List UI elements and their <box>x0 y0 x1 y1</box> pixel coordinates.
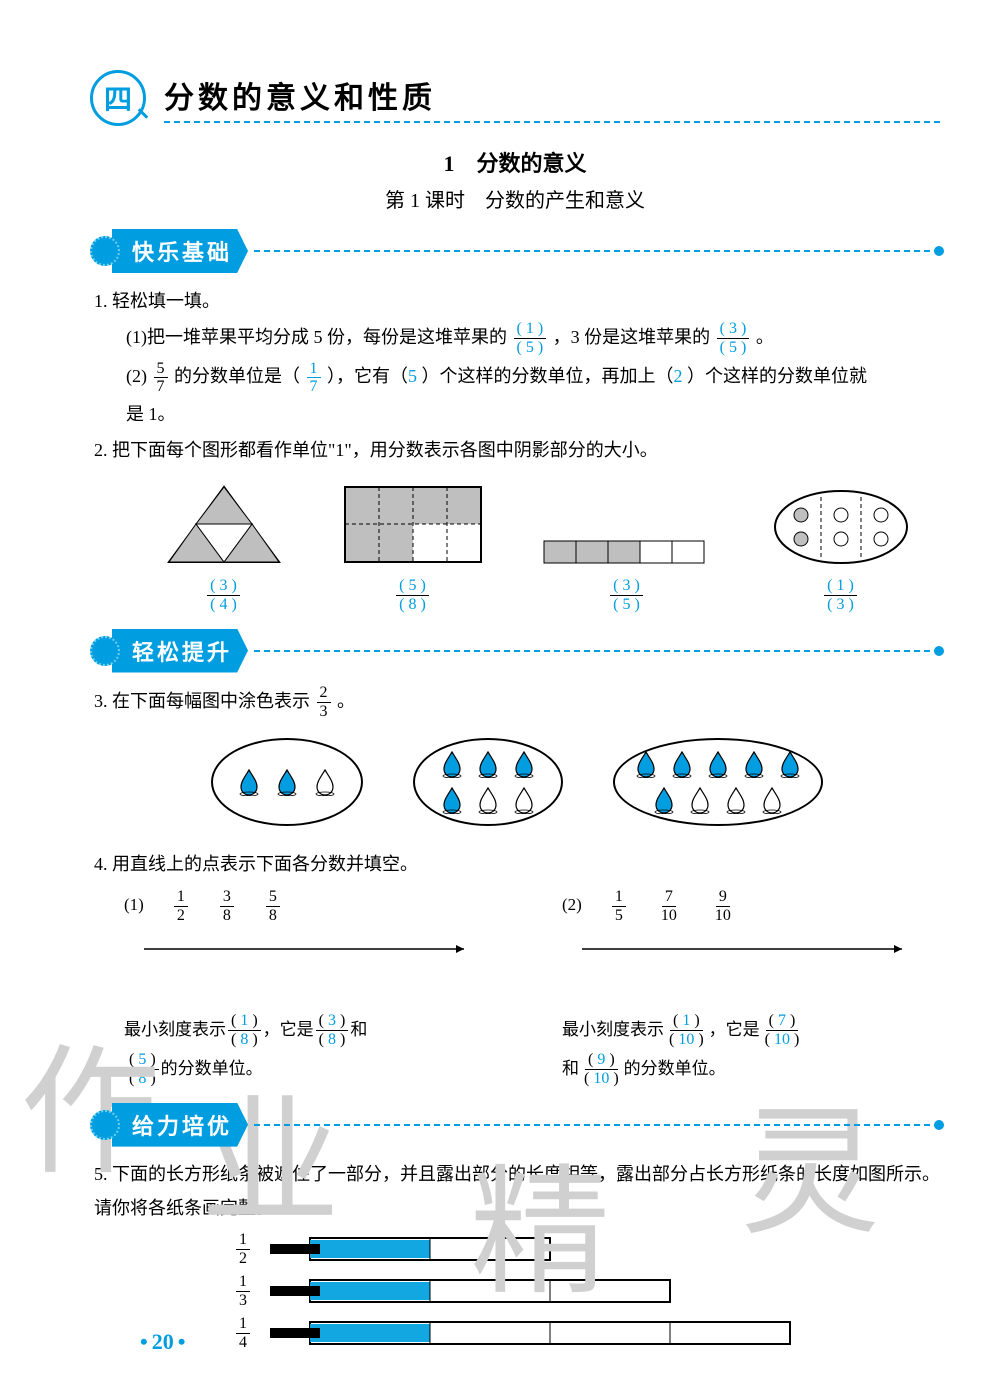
q1-ans3: 17 <box>307 360 321 396</box>
strip-icon <box>270 1232 570 1266</box>
bar-icon <box>542 537 712 567</box>
question-5: 5. 下面的长方形纸条被遮住了一部分，并且露出部分的长度相等，露出部分占长方形纸… <box>94 1157 940 1352</box>
chapter-badge: 四 <box>90 70 146 126</box>
clock-icon <box>90 636 120 666</box>
number-line: 20" stroke="#000"/> 20" stroke="#000"/> … <box>562 929 922 999</box>
clock-icon <box>90 1110 120 1140</box>
q2-fig-bar: ( 3 )( 5 ) <box>542 537 712 615</box>
section-number: 1 分数的意义 <box>90 146 940 178</box>
strip-row: 14 <box>234 1315 940 1351</box>
drop-icon <box>476 750 500 778</box>
band-basics: 快乐基础 <box>90 229 940 273</box>
q1-title: 1. 轻松填一填。 <box>94 283 940 319</box>
drop-icon <box>237 768 261 796</box>
q1-ans2: ( 3 )( 5 ) <box>717 320 750 358</box>
drop-icon <box>275 768 299 796</box>
drop-icon <box>313 768 337 796</box>
drop-icon <box>440 750 464 778</box>
chapter-title: 分数的意义和性质 <box>164 73 940 123</box>
question-1: 1. 轻松填一填。 (1)把一堆苹果平均分成 5 份，每份是这堆苹果的 ( 1 … <box>94 283 940 432</box>
drop-icon <box>778 750 802 778</box>
lesson-title: 第 1 课时 分数的产生和意义 <box>90 184 940 213</box>
band-label-c: 给力培优 <box>112 1103 248 1147</box>
question-2: 2. 把下面每个图形都看作单位"1"，用分数表示各图中阴影部分的大小。 ( 3 … <box>94 432 940 615</box>
drop-group <box>613 738 823 826</box>
q3-groups <box>94 738 940 826</box>
q1-part2: (2) 57 的分数单位是（ 17 ），它有（5 ）个这样的分数单位，再加上（2… <box>126 358 940 432</box>
q2-fig-triangle: ( 3 )( 4 ) <box>164 482 284 615</box>
drop-group <box>413 738 563 826</box>
grid-icon <box>343 482 483 567</box>
q1-part1: (1)把一堆苹果平均分成 5 份，每份是这堆苹果的 ( 1 )( 5 ) ，3 … <box>126 319 940 358</box>
band-advanced: 给力培优 <box>90 1103 940 1147</box>
drop-icon <box>512 750 536 778</box>
strip-row: 13 <box>234 1273 940 1309</box>
drop-icon <box>760 786 784 814</box>
drop-icon <box>652 786 676 814</box>
q2-figures: ( 3 )( 4 ) ( 5 )( 8 ) ( 3 )( 5 ) <box>134 482 940 615</box>
question-4: 4. 用直线上的点表示下面各分数并填空。 (1)123858 20" strok… <box>94 846 940 1088</box>
triangle-icon <box>164 482 284 567</box>
question-3: 3. 在下面每幅图中涂色表示 23 。 <box>94 683 940 827</box>
band-label-b: 轻松提升 <box>112 629 248 673</box>
drop-icon <box>670 750 694 778</box>
q2-title: 2. 把下面每个图形都看作单位"1"，用分数表示各图中阴影部分的大小。 <box>94 432 940 468</box>
drop-icon <box>634 750 658 778</box>
drop-icon <box>688 786 712 814</box>
drop-icon <box>512 786 536 814</box>
drop-icon <box>440 786 464 814</box>
strip-row: 12 <box>234 1231 940 1267</box>
clock-icon <box>90 236 120 266</box>
chapter-header: 四 分数的意义和性质 <box>90 70 940 126</box>
q2-fig-oval: ( 1 )( 3 ) <box>771 487 911 615</box>
drop-icon <box>476 786 500 814</box>
band-label-a: 快乐基础 <box>112 229 248 273</box>
drop-icon <box>706 750 730 778</box>
drop-group <box>211 738 363 826</box>
strip-icon <box>270 1274 690 1308</box>
q2-fig-grid: ( 5 )( 8 ) <box>343 482 483 615</box>
band-improve: 轻松提升 <box>90 629 940 673</box>
q1-given-frac: 57 <box>154 360 168 396</box>
q1-ans1: ( 1 )( 5 ) <box>514 320 547 358</box>
drop-icon <box>724 786 748 814</box>
q5-strips: 12 13 14 <box>94 1231 940 1352</box>
q4-right: (2)15710910 20" stroke="#000"/> 20" stro… <box>562 888 940 1088</box>
page-number: 20 <box>140 1329 185 1355</box>
strip-icon <box>270 1316 810 1350</box>
drop-icon <box>742 750 766 778</box>
oval-dots-icon <box>771 487 911 567</box>
q4-left: (1)123858 20" stroke="#000"/> 20" stroke… <box>124 888 502 1088</box>
number-line: 20" stroke="#000"/> 20" stroke="#000"/> … <box>124 929 484 999</box>
